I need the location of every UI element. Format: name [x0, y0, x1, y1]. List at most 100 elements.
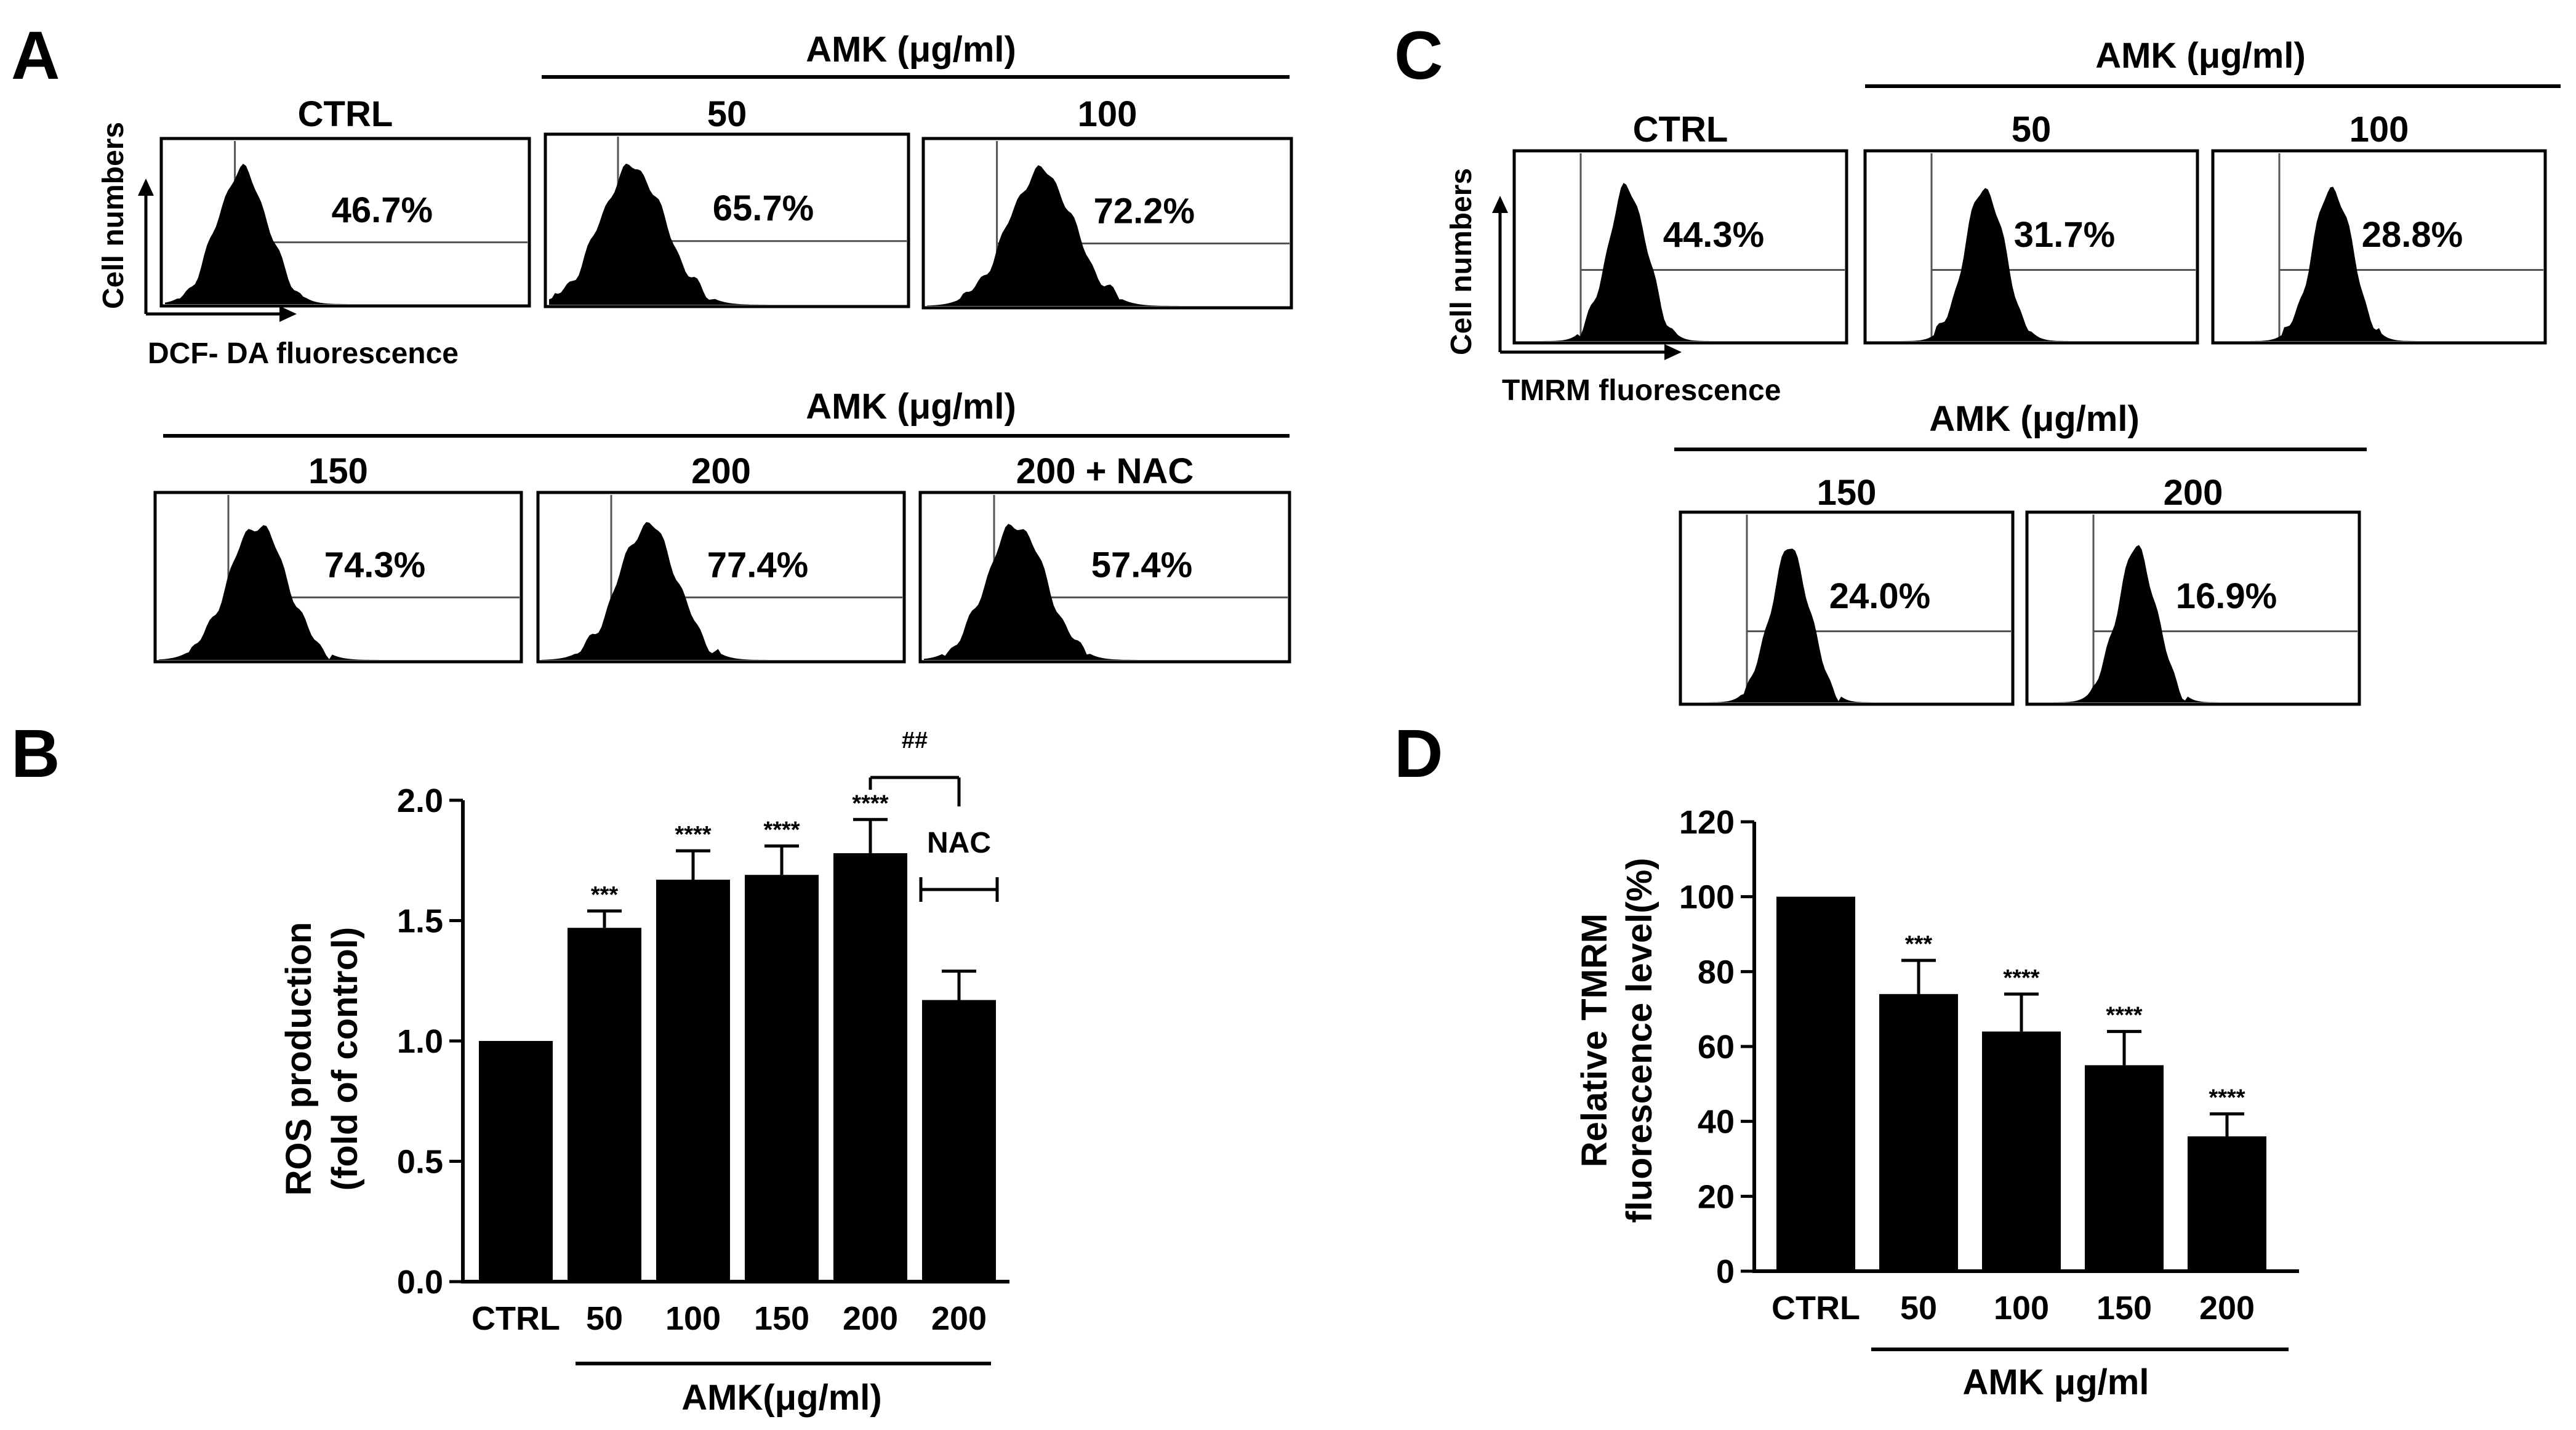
- panel-c-x-axis-label: TMRM fluorescence: [1502, 374, 1781, 407]
- panel-c-bottom-group-header: AMK (μg/ml): [1929, 399, 2140, 439]
- panel-c-x-arrowhead: [1664, 344, 1682, 360]
- panel-c-histogram-4: 200 16.9%: [2025, 473, 2361, 706]
- chart-b-ytick-label: 1.5: [397, 903, 443, 940]
- chart-d-ylabel-line2: fluorescence level(%): [1619, 858, 1659, 1223]
- panel-c-histogram-0: CTRL 44.3%: [1512, 110, 1848, 345]
- chart-d-ytick-label: 40: [1698, 1104, 1735, 1141]
- panel-c-histogram-frame: [1512, 149, 1848, 345]
- panel-c-histogram-frame: [2025, 510, 2361, 706]
- panel-c: C AMK (μg/ml) Cell numbers TMRM fluoresc…: [1394, 18, 2561, 706]
- chart-d-significance: ****: [2106, 1003, 2142, 1029]
- panel-a-top-group-header: AMK (μg/ml): [806, 30, 1016, 70]
- panel-c-histogram-distribution: [1869, 188, 2194, 341]
- panel-a-histogram-3: 150 74.3%: [153, 451, 523, 664]
- panel-a: A AMK (μg/ml) Cell numbers DCF- DA fluor…: [11, 18, 1293, 664]
- chart-d-bar: [1776, 896, 1855, 1271]
- panel-c-histogram-distribution: [2031, 545, 2356, 702]
- chart-b-ytick-label: 2.0: [397, 782, 443, 819]
- chart-d-bar: [1982, 1031, 2061, 1271]
- panel-c-histogram-percent: 24.0%: [1829, 576, 1930, 616]
- chart-b-category-label: 200: [843, 1300, 898, 1337]
- chart-d-ytick-label: 60: [1698, 1029, 1735, 1066]
- panel-c-y-arrowhead: [1492, 196, 1508, 213]
- chart-d-ylabel-line1: Relative TMRM: [1575, 914, 1615, 1168]
- panel-c-histogram-distribution: [1684, 548, 2009, 702]
- chart-d-ytick-label: 80: [1698, 954, 1735, 990]
- panel-a-histogram-0: CTRL 46.7%: [159, 94, 531, 308]
- chart-b-category-label: 100: [665, 1300, 721, 1337]
- panel-a-histogram-percent: 65.7%: [713, 188, 814, 228]
- chart-d-ytick-label: 100: [1679, 879, 1735, 916]
- chart-b-bar: [922, 1000, 996, 1282]
- panel-c-histogram-label: 150: [1817, 473, 1877, 513]
- panel-a-x-axis-label: DCF- DA fluorescence: [148, 337, 459, 370]
- panel-a-histogram-frame: [918, 491, 1291, 664]
- panel-b: B ROS production (fold of control) AMK(μ…: [11, 716, 1009, 1418]
- chart-b-bar: [745, 875, 819, 1282]
- panel-a-histogram-label: 200: [691, 451, 751, 491]
- panel-c-histogram-3: 150 24.0%: [1679, 473, 2015, 706]
- panel-a-histogram-distribution: [542, 522, 901, 660]
- panel-a-histogram-distribution: [159, 525, 518, 660]
- panel-a-histogram-percent: 57.4%: [1091, 545, 1192, 585]
- chart-b-significance: ****: [675, 822, 711, 848]
- panel-c-histogram-percent: 28.8%: [2362, 215, 2463, 255]
- panel-c-histograms: CTRL 44.3% 50 31.7% 100 28.8% 150 24.0% 200 16.9%: [1512, 110, 2547, 706]
- chart-b-bracket-label: ##: [902, 728, 928, 753]
- chart-b-category-label: 50: [586, 1300, 623, 1337]
- chart-d-bar: [2085, 1065, 2164, 1271]
- chart-d-marks: 0 20 40 60 80 100 120 CTRL *** 50 **** 100 **** 150 **…: [1679, 804, 2299, 1351]
- chart-b-significance: ***: [591, 882, 619, 908]
- panel-c-histogram-label: 100: [2349, 110, 2409, 150]
- chart-d-ytick-label: 120: [1679, 804, 1735, 841]
- panel-c-histogram-1: 50 31.7%: [1863, 110, 2199, 345]
- panel-a-histogram-percent: 46.7%: [332, 190, 433, 230]
- chart-d-ytick-label: 20: [1698, 1178, 1735, 1215]
- panel-c-histogram-percent: 44.3%: [1663, 215, 1764, 255]
- panel-c-histogram-percent: 16.9%: [2176, 576, 2277, 616]
- panel-a-histogram-label: 200 + NAC: [1016, 451, 1194, 491]
- panel-a-histogram-5: 200 + NAC 57.4%: [918, 451, 1291, 664]
- chart-d-category-label: 50: [1900, 1290, 1937, 1327]
- chart-b-significance: ****: [852, 790, 888, 816]
- panel-a-histogram-label: 100: [1078, 94, 1138, 134]
- panel-a-histogram-percent: 74.3%: [324, 545, 425, 585]
- panel-a-y-arrowhead: [138, 179, 154, 196]
- panel-a-histogram-1: 50 65.7%: [544, 94, 910, 308]
- panel-c-histogram-label: 50: [2012, 110, 2052, 150]
- chart-d-xlabel: AMK μg/ml: [1963, 1362, 2149, 1402]
- chart-d-category-label: 150: [2097, 1290, 2152, 1327]
- chart-b-bar: [568, 928, 641, 1282]
- chart-d-category-label: CTRL: [1772, 1290, 1860, 1327]
- chart-d-significance: ****: [2003, 965, 2039, 991]
- panel-a-bottom-group-header: AMK (μg/ml): [806, 387, 1016, 427]
- chart-b-ytick-label: 1.0: [397, 1023, 443, 1060]
- chart-b-bar: [479, 1041, 553, 1282]
- panel-c-histogram-2: 100 28.8%: [2211, 110, 2547, 345]
- chart-d-significance: ***: [1905, 931, 1933, 957]
- chart-b-marks: 0.0 0.5 1.0 1.5 2.0 CTRL *** 50 **** 100 **** 150 **…: [397, 728, 1009, 1365]
- panel-c-histogram-frame: [1863, 149, 2199, 345]
- chart-b-ytick-label: 0.5: [397, 1144, 443, 1181]
- chart-b-ytick-label: 0.0: [397, 1264, 443, 1301]
- chart-b-category-label: 200: [931, 1300, 987, 1337]
- panel-c-top-group-header: AMK (μg/ml): [2095, 36, 2306, 76]
- chart-b-bar: [833, 853, 907, 1282]
- panel-c-histogram-frame: [1679, 510, 2015, 706]
- panel-a-histogram-4: 200 77.4%: [536, 451, 906, 664]
- panel-a-y-axis-label: Cell numbers: [97, 122, 130, 309]
- chart-b-ylabel-line2: (fold of control): [325, 927, 365, 1191]
- chart-b-category-label: CTRL: [471, 1300, 560, 1337]
- panel-a-histogram-frame: [153, 491, 523, 664]
- panel-c-histogram-distribution: [1518, 183, 1843, 341]
- panel-a-histogram-distribution: [549, 163, 905, 305]
- panel-a-histogram-2: 100 72.2%: [921, 94, 1293, 310]
- panel-a-histogram-label: 150: [308, 451, 368, 491]
- panel-a-histogram-percent: 77.4%: [707, 545, 808, 585]
- chart-b-category-label: 150: [754, 1300, 809, 1337]
- panel-c-y-axis-label: Cell numbers: [1445, 168, 1478, 355]
- chart-b-significance: ****: [763, 817, 800, 843]
- panel-a-histogram-distribution: [165, 164, 526, 304]
- panel-a-letter: A: [11, 18, 60, 94]
